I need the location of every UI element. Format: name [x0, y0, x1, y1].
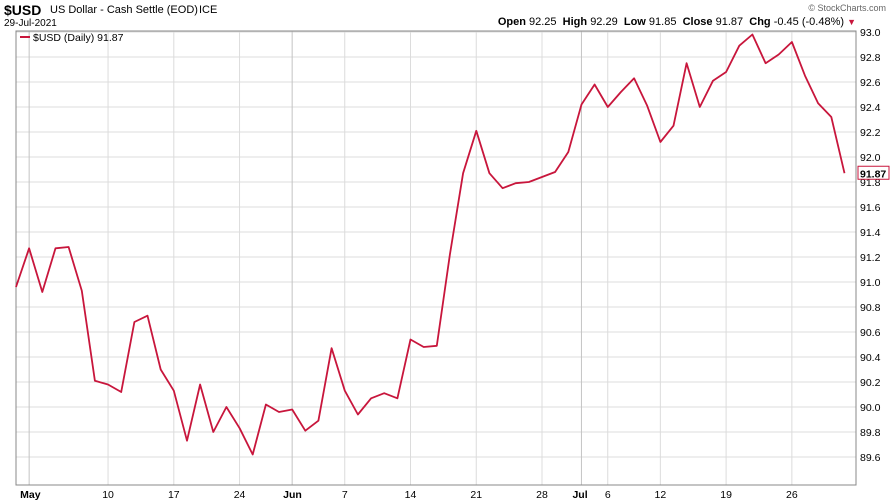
chart-date: 29-Jul-2021: [4, 18, 57, 29]
y-tick-label: 91.6: [860, 202, 881, 214]
y-tick-label: 92.6: [860, 77, 881, 89]
plot-frame: [15, 30, 857, 486]
legend-label: $USD (Daily) 91.87: [33, 32, 124, 44]
legend: $USD (Daily) 91.87: [20, 32, 124, 44]
symbol: $USD: [4, 2, 42, 18]
x-tick-label: 19: [720, 489, 732, 501]
y-tick-label: 93.0: [860, 27, 881, 39]
y-tick-label: 92.0: [860, 152, 881, 164]
down-arrow-icon: ▼: [847, 17, 856, 27]
x-tick-label: 7: [342, 489, 348, 501]
chg-value: -0.45 (-0.48%): [773, 16, 845, 28]
low-value: 91.85: [648, 16, 677, 28]
instrument-name: US Dollar - Cash Settle (EOD): [50, 4, 198, 16]
x-tick-label: Jun: [283, 489, 302, 501]
ohlc-readout: Open 92.25 High 92.29 Low 91.85 Close 91…: [498, 16, 856, 28]
y-tick-label: 91.8: [860, 177, 881, 189]
last-value-box: [857, 165, 890, 180]
last-value-marker: 91.87: [857, 165, 890, 180]
y-tick-label: 89.8: [860, 427, 881, 439]
x-tick-label: 12: [655, 489, 667, 501]
x-tick-label: 17: [168, 489, 180, 501]
high-label: High: [562, 16, 588, 28]
x-tick-label: 10: [102, 489, 114, 501]
chg-label: Chg: [749, 16, 771, 28]
x-tick-label: 28: [536, 489, 548, 501]
x-tick-label: 14: [405, 489, 417, 501]
y-tick-label: 89.6: [860, 452, 881, 464]
last-value-label: 91.87: [860, 168, 886, 180]
y-tick-label: 90.6: [860, 327, 881, 339]
open-value: 92.25: [529, 16, 557, 28]
grid: [16, 31, 856, 485]
chart-header: $USD US Dollar - Cash Settle (EOD) ICE 2…: [0, 0, 896, 30]
open-label: Open: [497, 16, 526, 28]
y-axis: 89.6 89.8 90.0 90.2 90.4 90.6 90.8 91.0 91.2 91.4…: [860, 27, 881, 464]
high-value: 92.29: [590, 16, 618, 28]
x-tick-label: May: [20, 489, 41, 501]
y-tick-label: 90.8: [860, 302, 881, 314]
watermark: © StockCharts.com: [808, 3, 886, 13]
y-tick-label: 90.2: [860, 377, 881, 389]
low-label: Low: [623, 16, 646, 28]
x-axis: May 10 17 24 Jun 7 14 21 28 Jul 6 12 19 26: [20, 489, 798, 501]
y-tick-label: 91.2: [860, 252, 881, 264]
x-tick-label: 6: [605, 489, 611, 501]
y-tick-label: 92.2: [860, 127, 881, 139]
x-tick-label: 24: [234, 489, 246, 501]
y-tick-label: 91.0: [860, 277, 881, 289]
close-label: Close: [682, 16, 713, 28]
x-tick-label: 21: [470, 489, 482, 501]
y-tick-label: 90.4: [860, 352, 881, 364]
y-tick-label: 90.0: [860, 402, 881, 414]
usd-price-line: [15, 33, 846, 456]
x-tick-label: 26: [786, 489, 798, 501]
y-tick-label: 92.8: [860, 52, 881, 64]
y-tick-label: 92.4: [860, 102, 881, 114]
close-value: 91.87: [715, 16, 744, 28]
exchange: ICE: [199, 4, 218, 16]
y-tick-label: 91.4: [860, 227, 881, 239]
x-tick-label: Jul: [572, 489, 587, 501]
